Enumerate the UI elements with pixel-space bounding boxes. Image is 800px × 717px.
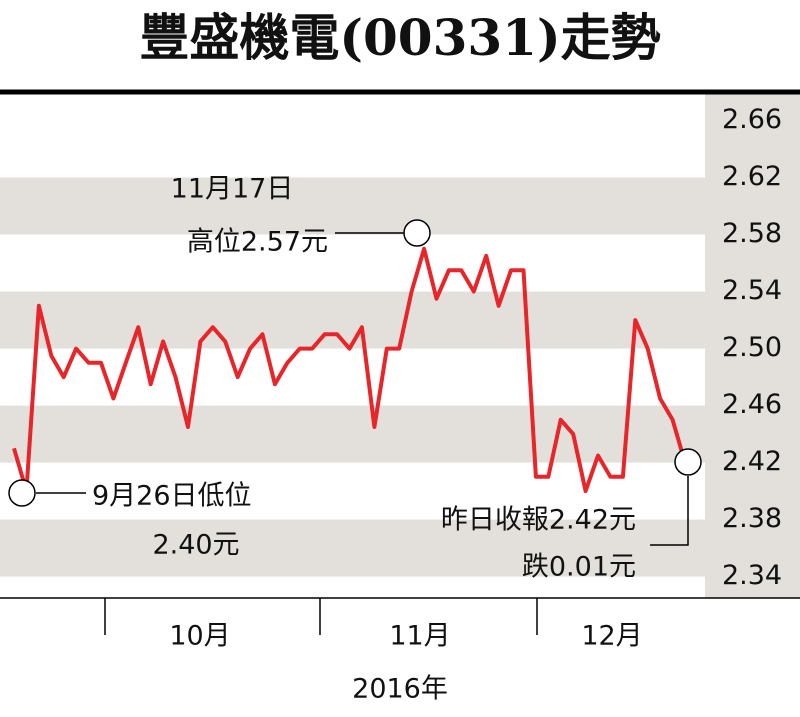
low-marker	[8, 479, 36, 507]
y-tick-label: 2.42	[722, 446, 782, 477]
annotation: 9月26日低位	[92, 481, 252, 512]
chart-title: 豐盛機電(00331)走勢	[139, 8, 660, 67]
y-tick-label: 2.38	[722, 503, 782, 534]
y-tick-label: 2.58	[722, 218, 782, 249]
y-tick-label: 2.66	[722, 104, 782, 135]
close-marker	[674, 448, 702, 476]
axis-panel	[705, 92, 800, 598]
x-month-label: 10月	[169, 621, 230, 652]
x-month-label: 11月	[389, 621, 450, 652]
x-axis-label: 2016年	[352, 674, 448, 705]
callouts	[8, 219, 702, 546]
annotation: 2.40元	[152, 530, 239, 561]
y-tick-label: 2.50	[722, 332, 782, 363]
annotation: 11月17日	[171, 174, 294, 205]
price-line	[12, 246, 687, 494]
grid-band	[0, 405, 705, 463]
high-marker	[403, 219, 431, 247]
callout-line	[650, 476, 689, 546]
y-tick-label: 2.46	[722, 389, 782, 420]
x-month-label: 12月	[581, 621, 642, 652]
y-tick-label: 2.54	[722, 275, 782, 306]
grid-band	[0, 177, 705, 235]
grid-band	[0, 519, 705, 577]
grid-band	[0, 291, 705, 349]
annotation: 高位2.57元	[187, 227, 328, 258]
annotation: 昨日收報2.42元	[441, 505, 636, 536]
y-tick-label: 2.34	[722, 560, 782, 591]
annotation: 跌0.01元	[522, 552, 636, 583]
y-tick-label: 2.62	[722, 161, 782, 192]
